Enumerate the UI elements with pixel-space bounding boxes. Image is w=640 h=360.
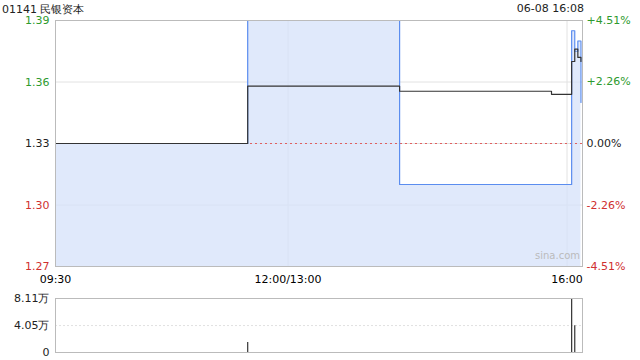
svg-text:1.27: 1.27 [25,260,50,273]
svg-text:-4.51%: -4.51% [587,260,626,273]
svg-text:1.30: 1.30 [25,199,50,212]
svg-text:+4.51%: +4.51% [587,14,631,27]
html-text:06-08 16:08: 06-08 16:08 [516,2,584,15]
svg-text:1.39: 1.39 [25,14,50,27]
svg-text:0.00%: 0.00% [587,137,622,150]
svg-text:1.33: 1.33 [25,137,50,150]
html-text:sina.com: sina.com [535,250,580,261]
svg-text:4.05万: 4.05万 [14,319,50,332]
svg-text:+2.26%: +2.26% [587,75,631,88]
svg-text:8.11万: 8.11万 [14,292,50,305]
svg-text:1.36: 1.36 [25,76,50,89]
svg-text:0: 0 [43,346,50,359]
html-text:01141 民银资本: 01141 民银资本 [2,3,85,16]
svg-text:16:00: 16:00 [551,273,583,286]
svg-text:-2.26%: -2.26% [587,199,626,212]
svg-text:12:00/13:00: 12:00/13:00 [254,273,321,286]
svg-text:09:30: 09:30 [40,273,72,286]
